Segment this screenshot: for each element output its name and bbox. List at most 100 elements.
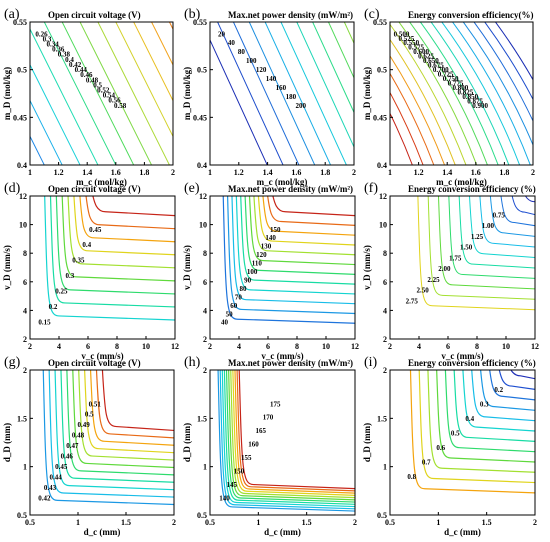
x-tick-label: 1: [256, 518, 260, 527]
contour-line: [390, 23, 467, 165]
x-tick-label: 12: [171, 342, 179, 351]
contour-line: [222, 196, 355, 324]
contour-label: 0.36: [52, 46, 65, 54]
contour-label: 0.825: [457, 88, 473, 96]
panel-label: (d): [4, 181, 21, 196]
contour-line: [248, 22, 316, 165]
contour-line: [43, 22, 117, 165]
contour-label: 170: [263, 414, 274, 422]
contour-label: 0.875: [467, 97, 483, 105]
x-tick-label: 10: [502, 342, 510, 351]
contour-label: 1.00: [482, 222, 495, 230]
y-tick-label: 0.45: [193, 113, 207, 122]
contour-label: 120: [256, 66, 267, 74]
contour-lines: [44, 196, 175, 321]
contour-label: 140: [219, 495, 230, 503]
y-tick-label: 0.55: [13, 18, 27, 27]
x-tick-label: 1: [28, 168, 32, 177]
contour-line: [453, 370, 535, 442]
y-tick-label: 8: [23, 249, 27, 258]
contour-line: [471, 370, 535, 422]
contour-line: [150, 22, 173, 67]
contour-label: 0.500: [394, 30, 410, 38]
contour-label: 2.25: [427, 276, 440, 284]
panel-f: 0.75 1.00 1.25 1.50 1.75 2.00 2.25 2.50 2.75 Ener…: [362, 181, 539, 361]
panel-title: Energy conversion efficiency(%): [408, 10, 533, 20]
y-tick-label: 0.55: [193, 18, 207, 27]
contour-label: 0.3: [43, 35, 52, 43]
y-tick-label: 0.5: [197, 511, 207, 520]
x-axis-label: m_c (mol/kg): [436, 177, 487, 187]
y-axis-label: d_D (mm): [362, 423, 372, 462]
contour-label: 0.800: [453, 84, 469, 92]
contour-line: [30, 63, 81, 165]
contour-label: 0.775: [448, 79, 464, 87]
contour-label: 150: [234, 468, 245, 476]
contour-label: 0.4: [82, 241, 91, 249]
contour-label: 0.25: [55, 288, 68, 296]
x-tick-label: 0.5: [25, 518, 35, 527]
x-tick-label: 1.6: [471, 168, 481, 177]
contour-line: [390, 112, 413, 165]
y-tick-label: 0.55: [373, 18, 387, 27]
contour-line: [390, 91, 424, 165]
contour-label: 150: [270, 226, 281, 234]
contour-label: 140: [266, 75, 277, 83]
contour-line: [84, 370, 174, 454]
contour-line: [244, 196, 355, 275]
panel-h: 175 170 165 160 155 150 145 140 Max.net power de…: [182, 355, 357, 537]
contour-label: 0.2: [49, 303, 58, 311]
y-tick-label: 1.5: [197, 414, 207, 423]
contour-label: 0.5: [85, 411, 94, 419]
contour-line: [417, 196, 535, 311]
contour-label: 0.49: [77, 421, 90, 429]
contour-label: 0.4: [65, 56, 74, 64]
contour-line: [97, 22, 170, 165]
contour-line: [264, 22, 332, 165]
contour-line: [61, 22, 135, 165]
contour-label: 0.900: [472, 102, 488, 110]
y-tick-label: 0.5: [17, 511, 27, 520]
contour-lines: [390, 22, 533, 165]
contour-line: [267, 196, 355, 227]
contour-line: [398, 22, 478, 165]
contour-label: 0.6: [436, 444, 445, 452]
x-tick-label: 1: [208, 168, 212, 177]
y-tick-label: 2: [203, 335, 207, 344]
contour-label: 0.600: [413, 48, 429, 56]
contour-line: [61, 196, 175, 282]
contour-lines: [30, 22, 173, 165]
x-tick-label: 1.8: [320, 168, 330, 177]
y-tick-label: 4: [203, 306, 207, 315]
contour-line: [511, 196, 535, 216]
contour-label: 0.45: [89, 226, 102, 234]
panel-label: (g): [4, 355, 21, 370]
contour-label: 0.3: [66, 272, 75, 280]
contour-line: [85, 196, 175, 230]
contour-line: [72, 370, 174, 469]
contour-line: [48, 370, 174, 498]
y-tick-label: 2: [383, 366, 387, 375]
contour-line: [228, 370, 355, 501]
panel-d: 0.45 0.4 0.35 0.3 0.25 0.2 0.15 Open circuit vo…: [2, 181, 179, 361]
contour-line: [458, 196, 535, 269]
y-axis-label: v_D (mm/s): [2, 245, 12, 290]
y-tick-label: 4: [23, 306, 27, 315]
contour-line: [390, 38, 456, 165]
y-tick-label: 2: [23, 366, 27, 375]
contour-label: 100: [246, 57, 257, 65]
contour-line: [221, 370, 355, 508]
contour-label: 130: [261, 243, 272, 251]
x-tick-label: 6: [86, 342, 90, 351]
contour-line: [30, 135, 45, 165]
contour-label: 40: [221, 319, 229, 327]
x-axis-label: v_c (mm/s): [261, 351, 303, 361]
y-tick-label: 12: [19, 192, 27, 201]
contour-line: [409, 370, 535, 494]
contour-line: [427, 196, 535, 300]
contour-label: 175: [270, 400, 281, 408]
panel-label: (e): [184, 181, 200, 196]
x-tick-label: 4: [237, 342, 241, 351]
contour-line: [236, 370, 355, 492]
